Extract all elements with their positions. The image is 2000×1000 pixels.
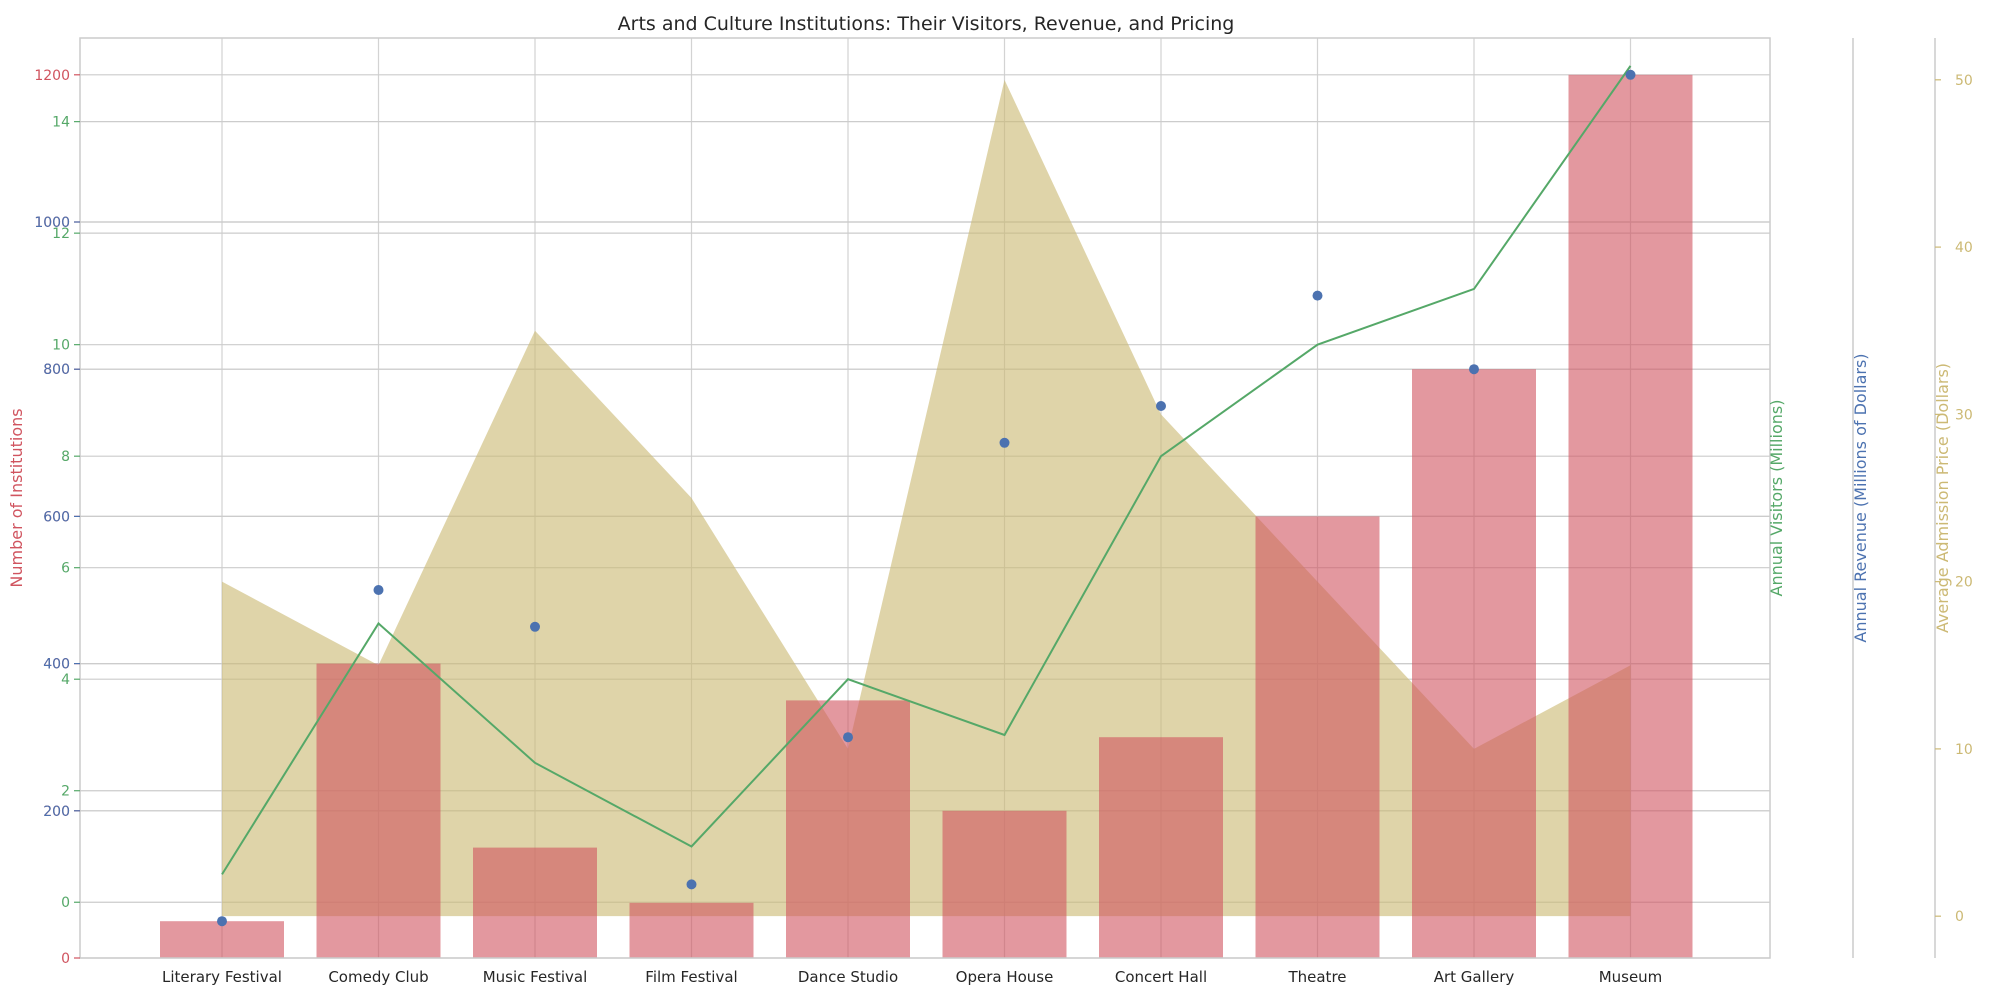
revenue-point — [217, 916, 227, 927]
price-axis-title: Average Admission Price (Dollars) — [1933, 363, 1952, 633]
visitors-line — [221, 65, 1632, 875]
visitors-polyline — [221, 65, 1632, 875]
axes: 0200400600800100012000246810121420040060… — [7, 68, 1973, 967]
visitors-tick-label: 4 — [61, 672, 70, 688]
category-label: Music Festival — [483, 968, 588, 986]
institutions-axis-title: Number of Institutions — [7, 408, 26, 587]
category-labels: Literary Festival Comedy Club Music Festiv… — [162, 968, 1662, 986]
institutions-tick-label: 200 — [43, 804, 70, 820]
revenue-tick-label: 200 — [43, 804, 70, 820]
institutions-tick-label: 600 — [43, 509, 70, 525]
revenue-point — [686, 879, 697, 890]
revenue-tick-label: 600 — [43, 509, 70, 525]
institution-bars — [160, 74, 1693, 959]
institutions-tick-label: 1200 — [34, 68, 70, 84]
category-label: Concert Hall — [1115, 968, 1207, 986]
institution-bar — [316, 663, 441, 958]
visitors-tick-label: 6 — [61, 561, 70, 577]
price-tick-label: 20 — [1955, 575, 1973, 591]
category-label: Literary Festival — [162, 968, 282, 986]
institution-bar — [473, 847, 597, 958]
revenue-point — [373, 585, 384, 595]
institution-bar — [160, 921, 284, 958]
revenue-point — [1625, 69, 1636, 80]
institution-bar — [629, 902, 754, 958]
visitors-axis-title: Annual Visitors (Millions) — [1767, 400, 1786, 597]
institutions-tick-label: 1000 — [34, 215, 70, 231]
institution-bar — [1099, 737, 1223, 958]
chart-title: Arts and Culture Institutions: Their Vis… — [618, 13, 1235, 35]
visitors-tick-label: 12 — [52, 226, 70, 242]
plot-border — [79, 37, 1771, 959]
revenue-tick-label: 800 — [43, 362, 70, 378]
price-tick-label: 40 — [1955, 240, 1973, 256]
category-label: Art Gallery — [1434, 968, 1515, 986]
category-label: Film Festival — [645, 968, 737, 986]
category-label: Dance Studio — [798, 968, 898, 986]
institution-bar — [1255, 516, 1380, 958]
price-tick-label: 10 — [1955, 742, 1973, 758]
category-label: Opera House — [956, 968, 1054, 986]
revenue-point — [843, 732, 853, 743]
revenue-point — [1469, 364, 1479, 375]
institutions-tick-label: 0 — [61, 951, 70, 967]
price-tick-label: 50 — [1955, 73, 1973, 89]
institutions-tick-label: 400 — [43, 657, 70, 673]
price-tick-label: 30 — [1955, 407, 1973, 423]
revenue-point — [1156, 401, 1166, 411]
institution-bar — [1568, 74, 1693, 959]
revenue-tick-label: 400 — [43, 657, 70, 673]
revenue-point — [1312, 290, 1323, 301]
revenue-tick-label: 1000 — [34, 215, 70, 231]
institution-bar — [1412, 369, 1536, 958]
revenue-axis-title: Annual Revenue (Millions of Dollars) — [1851, 353, 1870, 642]
plot-frame — [79, 37, 1936, 959]
institutions-tick-label: 800 — [43, 362, 70, 378]
revenue-points — [217, 69, 1636, 927]
visitors-tick-label: 10 — [52, 338, 70, 354]
price-tick-label: 0 — [1955, 909, 1964, 925]
revenue-point — [999, 437, 1010, 448]
visitors-tick-label: 2 — [61, 784, 70, 800]
institution-bar — [942, 810, 1067, 958]
category-label: Comedy Club — [328, 968, 428, 986]
visitors-tick-label: 14 — [52, 115, 70, 131]
institution-bar — [786, 700, 910, 958]
category-label: Theatre — [1287, 968, 1346, 986]
revenue-point — [530, 621, 540, 632]
category-label: Museum — [1599, 968, 1663, 986]
visitors-tick-label: 8 — [61, 449, 70, 465]
visitors-tick-label: 0 — [61, 895, 70, 911]
